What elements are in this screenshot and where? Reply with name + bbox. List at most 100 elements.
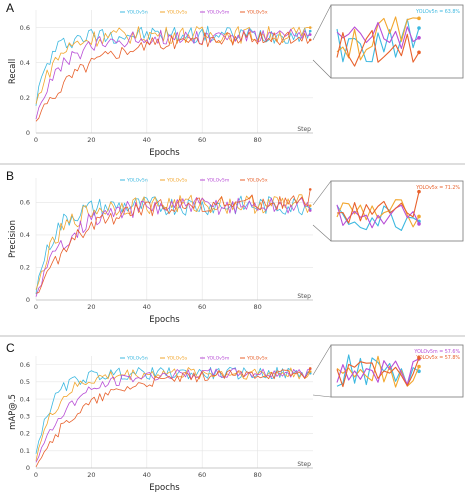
inset-end-point-YOLOv5s: [417, 16, 421, 21]
y-tick-label: 0.2: [20, 94, 30, 102]
y-tick-label: 0.2: [20, 430, 30, 438]
panel-letter: A: [6, 1, 14, 15]
y-tick-label: 0.4: [20, 59, 30, 67]
series-end-point-YOLOv5s: [308, 26, 312, 29]
inset-end-point-YOLOv5n: [417, 369, 421, 374]
x-tick-label: 60: [198, 136, 206, 144]
inset-series-line-YOLOv5x: [336, 191, 420, 224]
series-line-YOLOv5m: [35, 197, 311, 297]
inset-zoom: YOLOv5x = 71.2%: [312, 180, 464, 242]
inset-end-point-YOLOv5n: [417, 26, 421, 30]
legend-entry: YOLOv5m: [206, 356, 230, 362]
y-tick-label: 0: [26, 296, 30, 304]
series-line-YOLOv5x: [35, 189, 311, 294]
legend-entry: YOLOv5s: [166, 178, 188, 184]
x-axis-title: Epochs: [149, 315, 180, 325]
legend-entry: YOLOv5m: [206, 178, 230, 184]
series-line-YOLOv5x: [35, 31, 311, 122]
series-line-YOLOv5m: [35, 28, 311, 120]
x-tick-label: 20: [87, 136, 95, 144]
inset-series-line-YOLOv5x: [336, 29, 420, 67]
x-tick-label: 20: [87, 303, 95, 311]
y-tick-label: 0.2: [20, 264, 30, 272]
y-axis-title: mAP@.5: [8, 394, 18, 430]
legend-entry: YOLOv5n: [126, 10, 148, 16]
y-tick-label: 0.4: [20, 395, 30, 403]
panel-letter: C: [6, 341, 15, 355]
inset-end-point-YOLOv5s: [417, 364, 421, 369]
y-tick-label: 0.6: [20, 361, 30, 369]
chart-panel-A: A 0 0.2 0.4 0.6 0 20 40 60 80 Epochs Recall Step YOLO…: [6, 1, 464, 158]
legend-entry: YOLOv5s: [166, 10, 188, 16]
step-label: Step: [297, 461, 311, 468]
inset-annotation: YOLOv5x = 57.8%: [415, 355, 460, 361]
inset-annotation: YOLOv5m = 57.6%: [413, 349, 460, 355]
legend-entry: YOLOv5n: [126, 356, 148, 362]
x-tick-label: 80: [253, 136, 261, 144]
x-tick-label: 40: [143, 471, 151, 479]
y-tick-label: 0.1: [20, 447, 30, 455]
y-tick-label: 0.6: [20, 199, 30, 207]
zoom-connector: [312, 224, 332, 242]
inset-end-point-YOLOv5x: [417, 189, 421, 194]
y-tick-label: 0.3: [20, 413, 30, 421]
x-tick-label: 80: [253, 471, 261, 479]
zoom-connector: [312, 394, 332, 398]
series-line-YOLOv5x: [35, 368, 311, 468]
inset-series-line-YOLOv5n: [336, 205, 420, 231]
series-end-point-YOLOv5s: [308, 370, 312, 373]
inset-series-line-YOLOv5x: [336, 357, 420, 388]
zoom-connector: [312, 4, 332, 41]
series-end-point-YOLOv5n: [308, 29, 312, 33]
inset-annotation: YOLOv5x = 71.2%: [415, 185, 460, 191]
inset-end-point-YOLOv5s: [417, 214, 421, 219]
x-tick-label: 40: [143, 303, 151, 311]
series-end-point-YOLOv5s: [308, 204, 312, 207]
inset-zoom: YOLOv5m = 57.6%YOLOv5x = 57.8%: [312, 344, 464, 398]
series-end-point-YOLOv5x: [308, 188, 312, 191]
inset-series-line-YOLOv5m: [336, 21, 420, 50]
inset-end-point-YOLOv5m: [417, 222, 421, 226]
y-axis-title: Recall: [8, 59, 18, 84]
inset-frame: [330, 344, 464, 398]
zoom-connector: [312, 344, 332, 376]
inset-zoom: YOLOv5n = 63.8%: [312, 4, 464, 79]
series-end-point-YOLOv5m: [308, 33, 312, 36]
y-tick-label: 0: [26, 129, 30, 137]
inset-frame: [330, 4, 464, 79]
legend-entry: YOLOv5m: [206, 10, 230, 16]
series-line-YOLOv5n: [35, 25, 311, 106]
x-tick-label: 0: [34, 303, 38, 311]
series-line-YOLOv5n: [35, 195, 311, 295]
series-line-YOLOv5m: [35, 368, 311, 463]
series-end-point-YOLOv5x: [308, 367, 312, 370]
chart-panel-C: C 0 0.1 0.2 0.3 0.4 0.5 0.6 0 20 40 60 80 Epochs mAP@.…: [6, 341, 464, 493]
panel-letter: B: [6, 169, 14, 183]
x-axis-title: Epochs: [149, 483, 180, 493]
step-label: Step: [297, 293, 311, 300]
chart-panel-B: B 0 0.2 0.4 0.6 0 20 40 60 80 Epochs Precision Step Y…: [6, 169, 464, 325]
legend-entry: YOLOv5x: [246, 356, 268, 362]
legend-entry: YOLOv5n: [126, 178, 148, 184]
inset-end-point-YOLOv5x: [417, 50, 421, 55]
y-tick-label: 0.4: [20, 231, 30, 239]
y-tick-label: 0: [26, 464, 30, 472]
x-tick-label: 60: [198, 303, 206, 311]
x-tick-label: 0: [34, 471, 38, 479]
inset-series-line-YOLOv5s: [336, 16, 420, 61]
inset-series-line-YOLOv5m: [336, 358, 420, 385]
inset-annotation: YOLOv5n = 63.8%: [415, 9, 460, 15]
legend-entry: YOLOv5x: [246, 10, 268, 16]
step-label: Step: [297, 126, 311, 133]
x-axis-title: Epochs: [149, 148, 180, 158]
legend-entry: YOLOv5s: [166, 356, 188, 362]
y-tick-label: 0.5: [20, 378, 30, 386]
inset-end-point-YOLOv5m: [417, 35, 421, 40]
zoom-connector: [312, 180, 332, 206]
x-tick-label: 60: [198, 471, 206, 479]
x-tick-label: 80: [253, 303, 261, 311]
y-tick-label: 0.6: [20, 24, 30, 32]
x-tick-label: 40: [143, 136, 151, 144]
inset-end-point-YOLOv5x: [417, 356, 421, 360]
